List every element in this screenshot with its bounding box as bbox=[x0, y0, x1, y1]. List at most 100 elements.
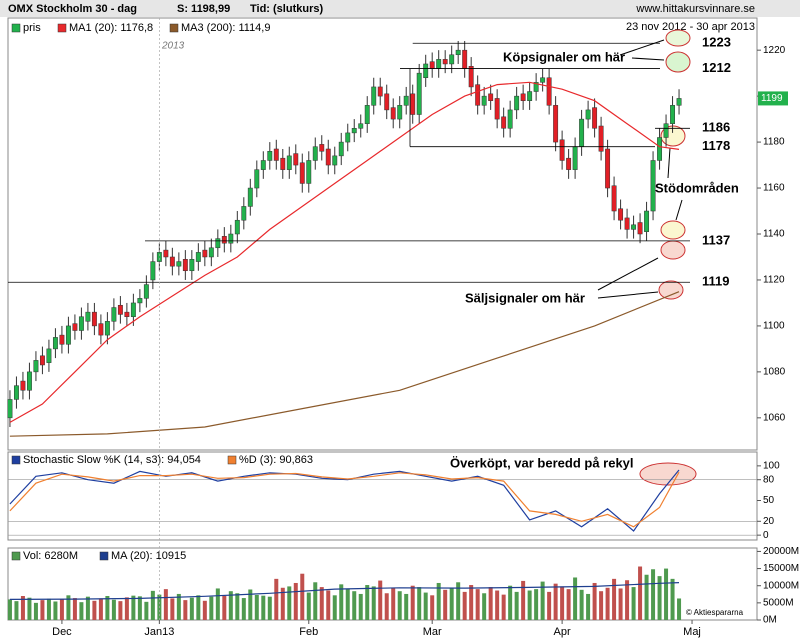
candle-body bbox=[254, 169, 260, 189]
volume-bar bbox=[332, 595, 337, 620]
volume-bar bbox=[98, 598, 103, 620]
volume-bar bbox=[501, 594, 506, 620]
candle-body bbox=[234, 219, 240, 235]
candle-body bbox=[52, 337, 58, 350]
candle-body bbox=[572, 146, 578, 170]
volume-bar bbox=[488, 587, 493, 620]
volume-bar bbox=[267, 596, 272, 620]
candle-body bbox=[429, 61, 435, 69]
y-tick-label: 10000M bbox=[763, 580, 799, 591]
volume-bar bbox=[300, 573, 305, 620]
y-tick-label: 1180 bbox=[763, 137, 785, 148]
volume-bar bbox=[605, 587, 610, 620]
volume-bar bbox=[66, 595, 71, 620]
candle-body bbox=[345, 132, 351, 143]
candle-body bbox=[306, 160, 312, 184]
volume-bar bbox=[293, 582, 298, 620]
candle-body bbox=[20, 380, 26, 391]
annotation: Köpsignaler om här bbox=[503, 49, 625, 64]
candle-body bbox=[618, 208, 624, 221]
candle-body bbox=[91, 311, 97, 327]
candle-body bbox=[455, 49, 461, 56]
volume-bar bbox=[241, 598, 246, 620]
volume-bar bbox=[397, 591, 402, 620]
candle-body bbox=[423, 63, 429, 78]
candle-body bbox=[657, 137, 663, 161]
candle-body bbox=[520, 93, 526, 101]
volume-bar bbox=[670, 578, 675, 620]
annotation: Överköpt, var beredd på rekyl bbox=[450, 455, 634, 470]
volume-bar bbox=[46, 598, 51, 620]
volume-bar bbox=[644, 574, 649, 620]
candle-body bbox=[26, 371, 32, 391]
volume-bar bbox=[7, 599, 12, 620]
volume-bar bbox=[462, 591, 467, 620]
volume-bar bbox=[33, 602, 38, 620]
level-label: 1178 bbox=[702, 138, 730, 153]
legend-swatch bbox=[11, 455, 21, 465]
candle-body bbox=[78, 316, 84, 331]
candle-body bbox=[65, 325, 71, 345]
x-tick-label: Feb bbox=[299, 626, 318, 638]
candle-body bbox=[169, 256, 175, 267]
volume-ma-line bbox=[9, 582, 680, 600]
candle-body bbox=[137, 298, 143, 304]
candle-body bbox=[111, 307, 117, 322]
x-tick-label: Apr bbox=[554, 626, 571, 638]
volume-bar bbox=[306, 592, 311, 620]
volume-bar bbox=[40, 600, 45, 620]
candle-body bbox=[208, 247, 214, 258]
candle-body bbox=[637, 222, 643, 235]
candle-body bbox=[195, 252, 201, 262]
candle-body bbox=[540, 77, 546, 83]
level-label: 1212 bbox=[702, 60, 731, 75]
level-label: 1119 bbox=[702, 274, 730, 289]
candle-body bbox=[163, 249, 169, 258]
candle-body bbox=[286, 155, 292, 170]
volume-bar bbox=[118, 601, 123, 620]
x-tick-label: Mar bbox=[423, 626, 442, 638]
volume-bar bbox=[131, 595, 136, 620]
y-tick-label: 1060 bbox=[763, 412, 786, 423]
volume-bar bbox=[449, 587, 454, 620]
candle-body bbox=[150, 261, 156, 281]
volume-bar bbox=[150, 590, 155, 620]
arrow bbox=[597, 291, 659, 299]
volume-bar bbox=[105, 596, 110, 620]
volume-bar bbox=[443, 589, 448, 620]
candle-body bbox=[676, 98, 682, 106]
y-tick-label: 0M bbox=[763, 615, 777, 626]
volume-bar bbox=[527, 590, 532, 620]
volume-bar bbox=[573, 577, 578, 620]
level-label: 1223 bbox=[702, 35, 731, 50]
volume-bar bbox=[592, 582, 597, 620]
volume-bar bbox=[625, 580, 630, 620]
volume-bar bbox=[124, 597, 129, 620]
volume-bar bbox=[79, 602, 84, 620]
volume-bar bbox=[313, 582, 318, 620]
legend-label: MA3 (200): 1114,9 bbox=[181, 22, 270, 34]
candle-body bbox=[104, 321, 110, 336]
candle-body bbox=[670, 105, 676, 124]
year-label: 2013 bbox=[161, 41, 185, 52]
legend-swatch bbox=[99, 551, 109, 561]
volume-bar bbox=[404, 593, 409, 620]
candle-body bbox=[247, 187, 253, 207]
volume-bar bbox=[358, 593, 363, 620]
volume-bar bbox=[560, 586, 565, 620]
level-label: 1137 bbox=[702, 232, 730, 247]
volume-bar bbox=[612, 578, 617, 620]
volume-bar bbox=[456, 582, 461, 620]
candle-body bbox=[98, 323, 104, 336]
candle-body bbox=[39, 355, 45, 366]
volume-panel bbox=[7, 547, 758, 621]
candle-body bbox=[592, 107, 598, 129]
volume-bar bbox=[222, 596, 227, 620]
volume-bar bbox=[261, 595, 266, 620]
candle-body bbox=[663, 123, 669, 138]
volume-bar bbox=[228, 591, 233, 620]
time-label: Tid: (slutkurs) bbox=[250, 3, 323, 15]
candle-body bbox=[397, 105, 403, 120]
y-tick-label: 1160 bbox=[763, 183, 785, 194]
volume-bar bbox=[475, 589, 480, 620]
